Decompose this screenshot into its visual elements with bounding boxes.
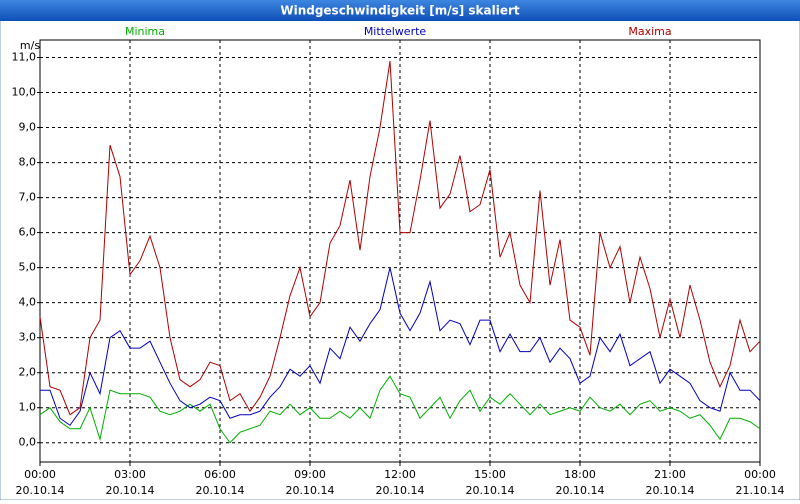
x-tick-label: 00:00	[744, 468, 776, 481]
y-tick-label: 2,0	[19, 366, 37, 379]
x-tick-date: 20.10.14	[646, 484, 695, 497]
x-tick-date: 20.10.14	[106, 484, 155, 497]
legend-entry: Maxima	[628, 25, 671, 38]
legend-entry: Mittelwerte	[364, 25, 427, 38]
y-tick-label: 4,0	[19, 296, 37, 309]
y-tick-label: 1,0	[19, 401, 37, 414]
series-line	[39, 60, 761, 416]
legend-entry: Minima	[125, 25, 165, 38]
x-tick-date: 20.10.14	[286, 484, 335, 497]
y-tick-label: 3,0	[19, 331, 37, 344]
series-line	[40, 267, 761, 426]
x-tick-label: 06:00	[204, 468, 236, 481]
y-axis-unit: m/s	[20, 39, 40, 52]
x-tick-date: 20.10.14	[196, 484, 245, 497]
x-tick-date: 20.10.14	[466, 484, 515, 497]
plot-area: 0,0 1,0 2,0 3,0 4,0 5,0 6,0 7,0 8,0 9,0 10,0 11,0 00…	[12, 39, 785, 497]
y-tick-label: 8,0	[19, 156, 37, 169]
x-tick-date: 21.10.14	[736, 484, 785, 497]
x-tick-label: 15:00	[474, 468, 506, 481]
series-line	[39, 375, 761, 444]
x-tick-label: 03:00	[114, 468, 146, 481]
y-tick-label: 10,0	[12, 86, 37, 99]
title-bar	[0, 0, 800, 21]
y-tick-label: 0,0	[19, 436, 37, 449]
x-tick-label: 12:00	[384, 468, 416, 481]
y-tick-label: 7,0	[19, 191, 37, 204]
x-tick-label: 21:00	[654, 468, 686, 481]
x-tick-label: 18:00	[564, 468, 596, 481]
y-tick-label: 6,0	[19, 226, 37, 239]
chart-title: Windgeschwindigkeit [m/s] skaliert	[280, 4, 520, 18]
x-tick-label: 00:00	[24, 468, 56, 481]
x-tick-label: 09:00	[294, 468, 326, 481]
x-tick-date: 20.10.14	[556, 484, 605, 497]
y-tick-label: 9,0	[19, 121, 37, 134]
x-tick-date: 20.10.14	[16, 484, 65, 497]
y-tick-label: 5,0	[19, 261, 37, 274]
y-tick-label: 11,0	[12, 51, 37, 64]
x-tick-date: 20.10.14	[376, 484, 425, 497]
